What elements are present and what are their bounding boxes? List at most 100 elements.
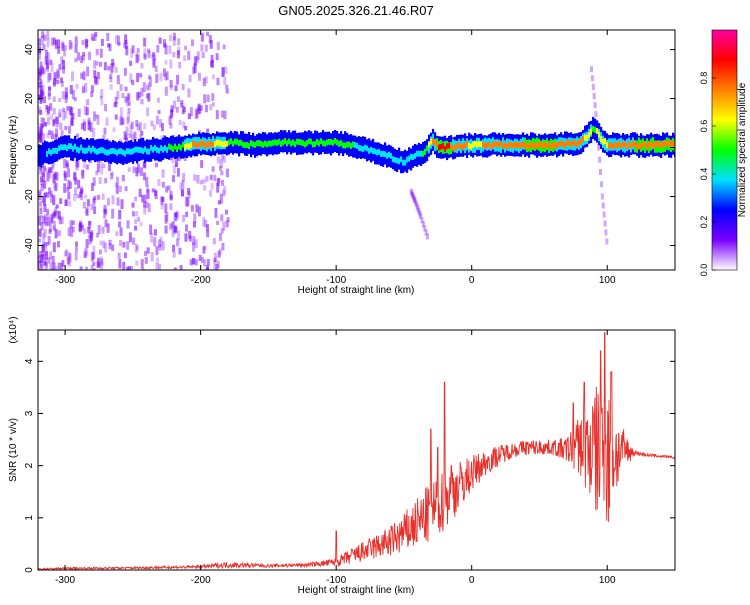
spectrogram-noise-cell xyxy=(68,40,72,50)
snr-y-tick-label: 3 xyxy=(24,410,35,416)
spectrogram-noise-cell xyxy=(80,55,84,64)
spectrogram-noise-cell xyxy=(147,75,151,80)
spectrogram-ridge-cell xyxy=(334,138,337,151)
spectrogram-ridge-cell xyxy=(290,140,293,147)
spectrogram-ridge-cell xyxy=(98,148,101,154)
spectrogram-noise-cell xyxy=(38,229,42,236)
spectrogram-ridge-cell xyxy=(370,146,373,153)
spectrogram-noise-cell xyxy=(77,179,81,189)
spectrogram-noise-cell xyxy=(225,84,229,89)
spectrogram-noise-cell xyxy=(64,250,68,257)
spectrogram-ridge-cell xyxy=(534,142,537,149)
spectrogram-branch-cell xyxy=(598,156,602,163)
spectrogram-noise-cell xyxy=(85,266,89,270)
spectrogram-noise-cell xyxy=(169,223,173,230)
spectrogram-noise-cell xyxy=(206,94,210,102)
spectrogram-ridge-cell xyxy=(50,149,53,156)
spectrogram-noise-cell xyxy=(154,162,158,168)
spectrogram-noise-cell xyxy=(43,96,47,104)
spectrogram-ridge-cell xyxy=(150,144,153,158)
spectrogram-ridge-cell xyxy=(240,139,243,146)
spectrogram-noise-cell xyxy=(49,262,53,270)
spectrogram-noise-cell xyxy=(61,91,65,100)
spectrogram-noise-cell xyxy=(56,69,60,80)
colorbar-ticks: 0.0 0.2 0.4 0.6 0.8 xyxy=(699,72,716,276)
spectrogram-noise-cell xyxy=(88,122,92,131)
spectrogram-ridge-cell xyxy=(598,131,601,138)
spectrogram-noise-cell xyxy=(129,60,133,66)
spectrogram-noise-cell xyxy=(85,164,89,170)
spectrogram-ridge-cell xyxy=(214,141,217,148)
spectrogram-noise-cell xyxy=(40,254,44,264)
spectrogram-noise-cell xyxy=(47,235,51,245)
spectrogram-noise-cell xyxy=(169,190,173,200)
spectrogram-ridge-cell xyxy=(616,142,619,149)
spectrogram-noise-cell xyxy=(219,159,223,169)
spectrogram-noise-cell xyxy=(164,203,168,214)
spectrogram-ridge-cell xyxy=(150,144,153,151)
spectrogram-noise-cell xyxy=(58,64,62,71)
spectrogram-ridge-cell xyxy=(548,140,551,153)
spectrogram-noise-cell xyxy=(38,38,42,47)
spectrogram-branch-cell xyxy=(414,200,418,207)
spectrogram-ridge-cell xyxy=(166,147,169,153)
spectrogram-noise-cell xyxy=(174,212,178,217)
spectrogram-noise-cell xyxy=(82,201,86,209)
spectrogram-noise-cell xyxy=(99,256,103,264)
spectrogram-ridge-cell xyxy=(604,137,607,151)
spectrogram-noise-cell xyxy=(48,229,52,234)
spectrogram-noise-cell xyxy=(139,221,143,227)
spectrogram-ridge-cell xyxy=(336,139,339,146)
spectrogram-noise-cell xyxy=(44,221,48,227)
snr-x-tick-label: 100 xyxy=(599,575,616,586)
spectrogram-ridge-cell xyxy=(128,148,131,155)
spectrogram-noise-cell xyxy=(213,174,217,182)
spectrogram-noise-cell xyxy=(59,122,63,130)
spectrogram-branch-cell xyxy=(592,93,596,100)
spectrogram-noise-cell xyxy=(111,195,115,205)
spectrogram-noise-cell xyxy=(222,189,226,197)
spectrogram-noise-cell xyxy=(92,127,96,138)
spectrogram-ridge-cell xyxy=(280,140,283,147)
spectrogram-noise-cell xyxy=(82,85,86,93)
spectrogram-noise-cell xyxy=(93,206,97,214)
spectrogram-noise-cell xyxy=(151,188,155,193)
spectrogram-ridge-cell xyxy=(418,150,421,157)
spectrogram-noise-cell xyxy=(178,119,182,126)
spectrogram-ridge-cell xyxy=(430,138,433,145)
spectrogram-noise-cell xyxy=(168,115,172,125)
spectrogram-noise-cell xyxy=(38,228,42,238)
spectrogram-noise-cell xyxy=(53,37,57,45)
spectrogram-noise-cell xyxy=(104,103,108,112)
spectrogram-noise-cell xyxy=(69,181,73,189)
spectrogram-noise-cell xyxy=(163,43,167,49)
spectrogram-noise-cell xyxy=(157,110,161,115)
spectrogram-ridge-cell xyxy=(126,148,129,155)
spectrogram-ridge-cell xyxy=(134,146,137,153)
spectrogram-noise-cell xyxy=(156,97,160,103)
spectrogram-ridge-cell xyxy=(52,147,55,154)
spectrogram-noise-cell xyxy=(51,162,55,169)
spectrogram-ridge-cell xyxy=(380,150,383,157)
spectrogram-ridge-cell xyxy=(396,157,399,164)
spectrogram-noise-cell xyxy=(176,238,180,247)
spectrogram-noise-cell xyxy=(185,224,189,232)
spectrogram-ridge-cell xyxy=(546,142,549,149)
spectrogram-noise-cell xyxy=(42,180,46,189)
spectrogram-noise-cell xyxy=(155,246,159,256)
spectrogram-noise-cell xyxy=(172,244,176,252)
spectrogram-noise-cell xyxy=(209,189,213,197)
spectrogram-noise-cell xyxy=(100,89,104,98)
spectrogram-noise-cell xyxy=(48,72,52,81)
spectrogram-noise-cell xyxy=(145,93,149,99)
spectrogram-ridge-cell xyxy=(544,141,547,148)
spectrogram-noise-cell xyxy=(225,209,229,215)
spectrogram-noise-cell xyxy=(135,166,139,176)
spectrogram-noise-cell xyxy=(194,239,198,249)
spectrogram-noise-cell xyxy=(188,74,192,83)
spectrogram-noise-cell xyxy=(83,251,87,258)
spectrogram-noise-cell xyxy=(120,199,124,209)
spectrogram-noise-cell xyxy=(121,93,125,99)
spectrogram-ridge-cell xyxy=(500,140,503,147)
